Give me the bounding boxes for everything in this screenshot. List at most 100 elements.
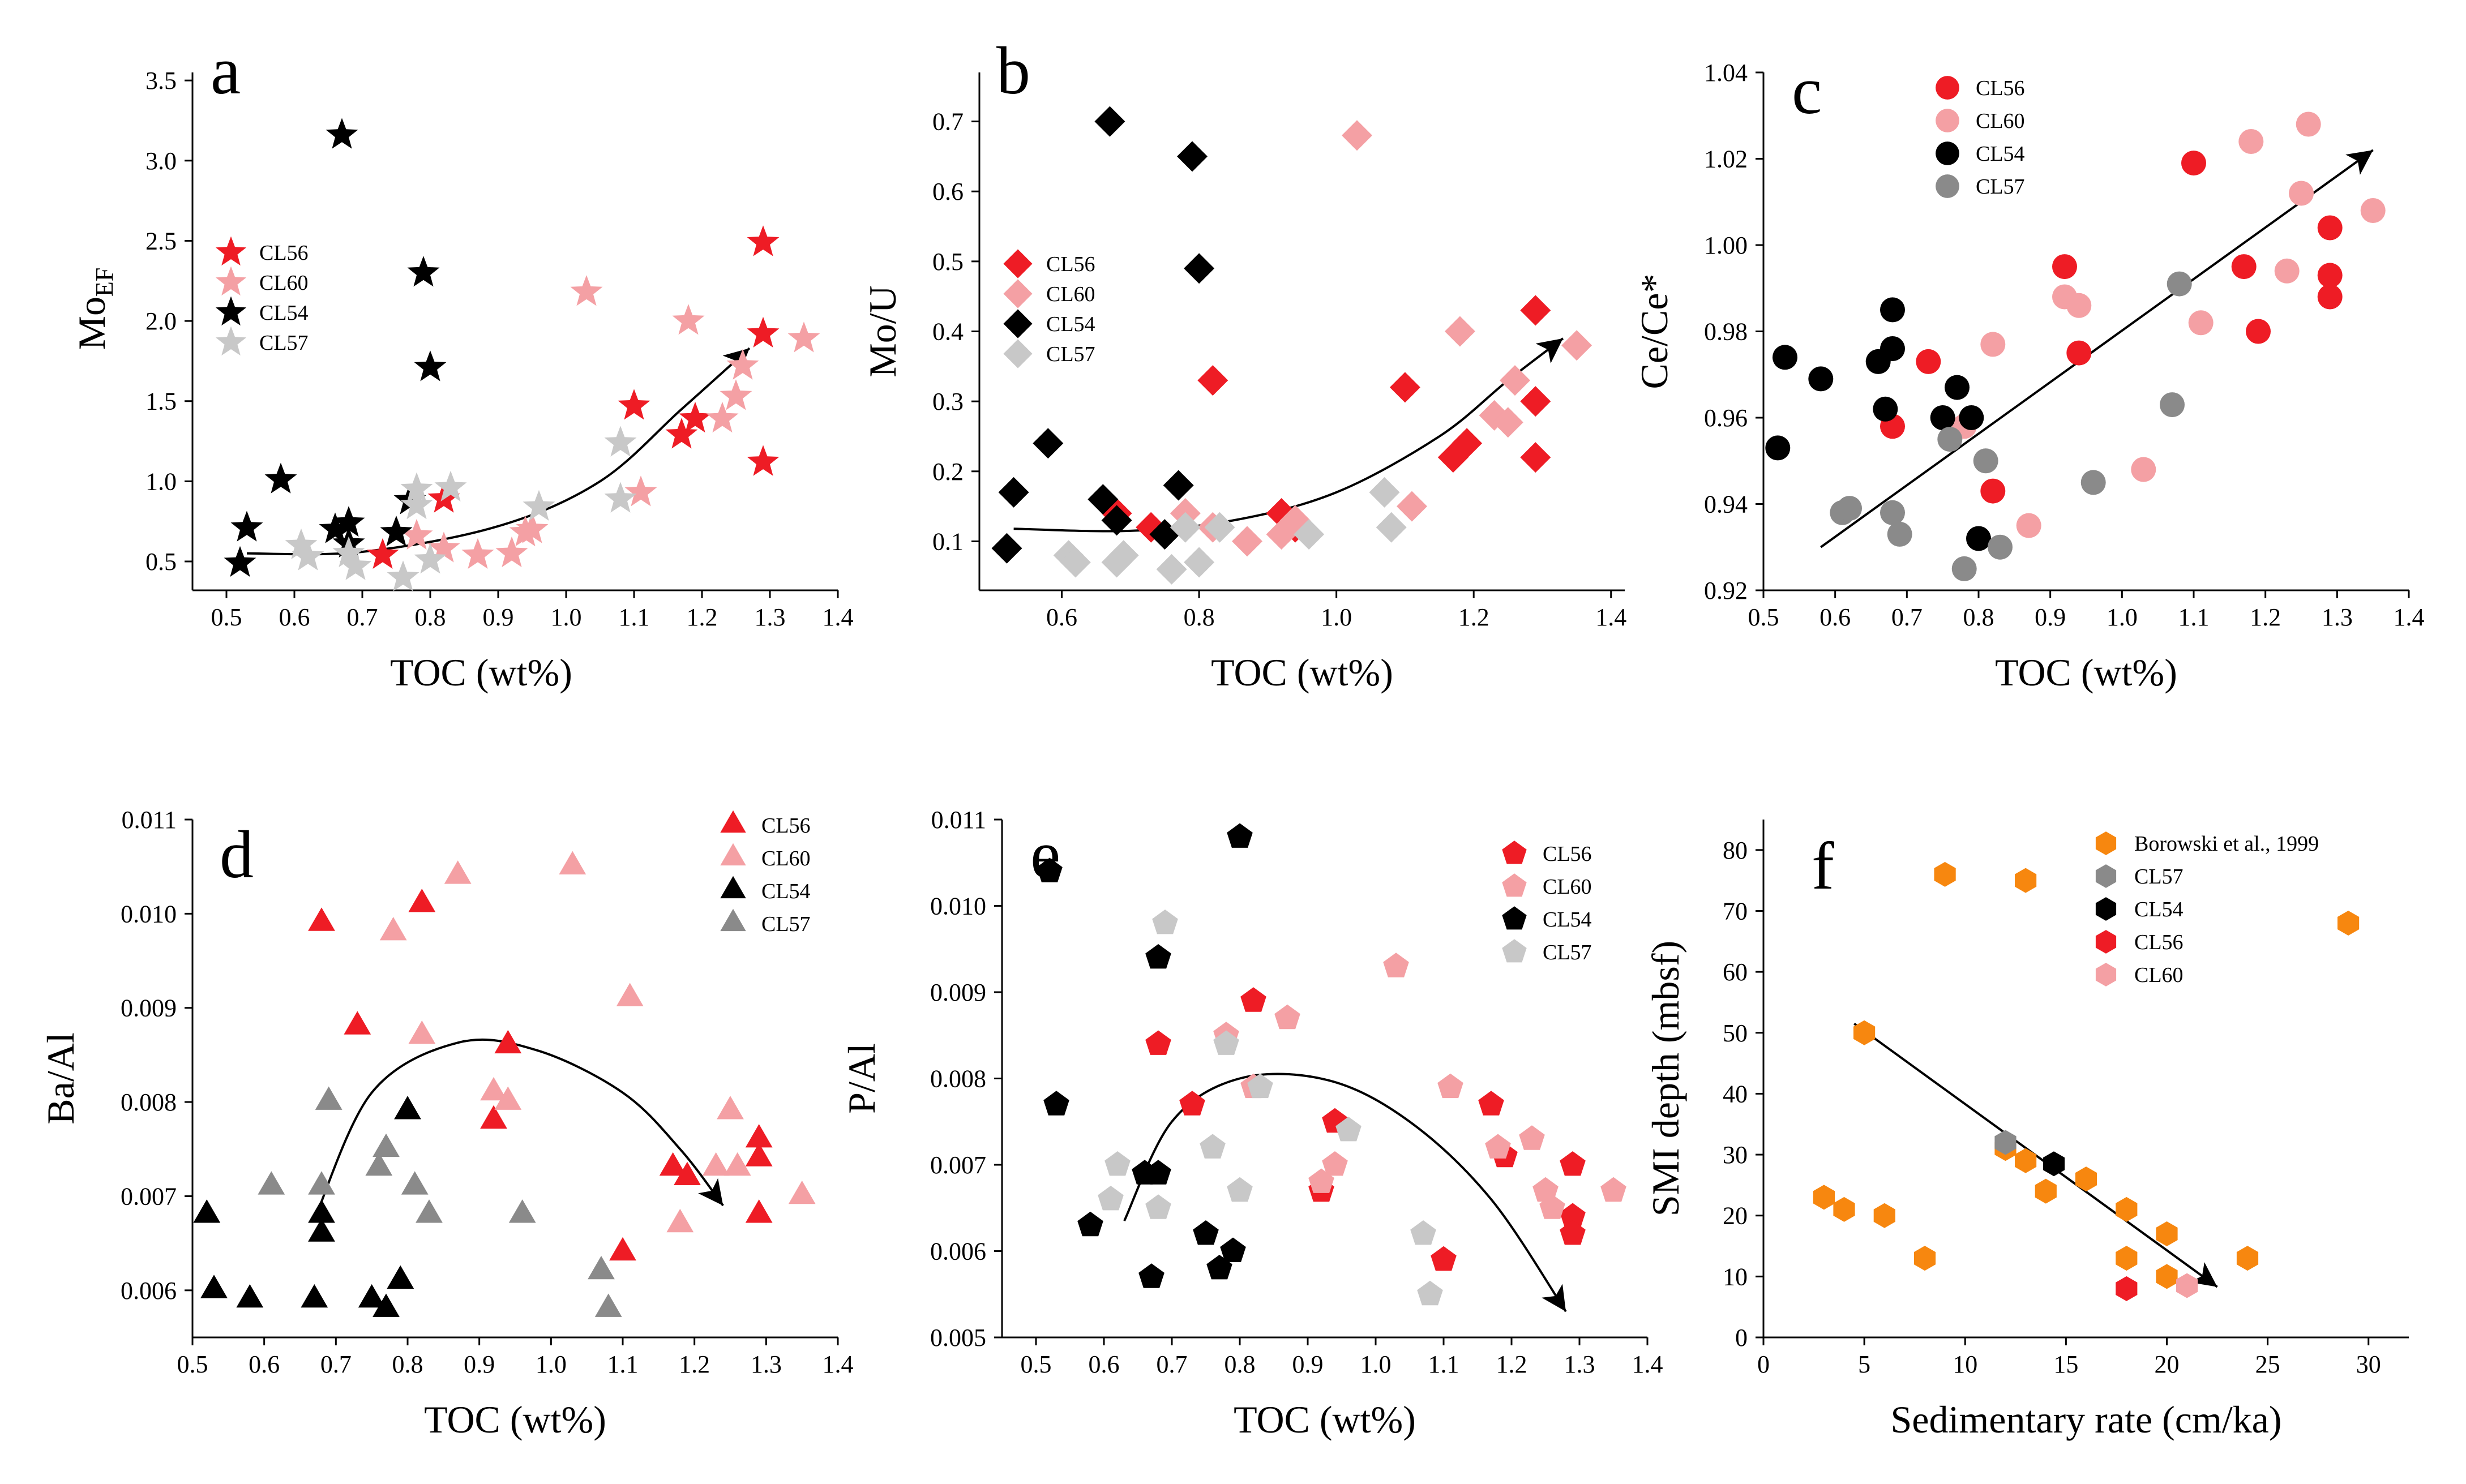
- data-point: [414, 543, 447, 574]
- y-tick-label: 1.04: [1704, 59, 1748, 87]
- x-tick-label: 0.8: [1963, 603, 1994, 631]
- data-point: [387, 560, 419, 591]
- y-tick-label: 0.5: [932, 248, 964, 276]
- data-point: [1179, 1091, 1205, 1116]
- x-tick-label: 0.8: [1184, 603, 1215, 631]
- series-cl56: [1880, 151, 2343, 504]
- y-tick-label: 0.92: [1704, 577, 1748, 604]
- legend-marker: [720, 843, 746, 866]
- x-tick-label: 25: [2255, 1350, 2280, 1378]
- x-tick-label: 1.1: [619, 603, 650, 631]
- data-point: [400, 518, 433, 550]
- data-point: [747, 316, 780, 348]
- legend: Borowski et al., 1999 CL57 CL54 CL56 CL60: [2095, 831, 2319, 987]
- legend-marker: [1936, 109, 1959, 132]
- data-point: [702, 1152, 730, 1176]
- data-point: [665, 418, 698, 449]
- x-axis-title: TOC (wt%): [1211, 651, 1393, 694]
- legend-marker: [1003, 279, 1033, 308]
- x-tick-label: 0.6: [1089, 1350, 1120, 1378]
- x-tick-label: 0.9: [1292, 1350, 1324, 1378]
- x-tick-label: 1.3: [1564, 1350, 1595, 1378]
- data-point: [1098, 1186, 1124, 1211]
- data-point: [1808, 366, 1834, 392]
- x-tick-label: 1.0: [551, 603, 582, 631]
- data-point: [2043, 1151, 2065, 1177]
- legend-label: CL60: [2134, 963, 2184, 987]
- data-point: [1138, 1263, 1164, 1288]
- data-point: [618, 389, 650, 420]
- legend-label: CL56: [2134, 930, 2184, 954]
- data-point: [387, 1265, 414, 1289]
- data-point: [1294, 519, 1325, 550]
- legend: CL56 CL60 CL54 CL57: [1502, 840, 1592, 964]
- data-point: [332, 506, 365, 537]
- data-point: [1887, 521, 1912, 547]
- x-tick-label: 0.8: [392, 1350, 423, 1378]
- series-cl60: [1951, 111, 2386, 538]
- data-point: [1930, 405, 1955, 430]
- x-tick-label: 1.0: [1321, 603, 1352, 631]
- data-point: [1916, 349, 1941, 374]
- x-tick-label: 1.4: [2394, 603, 2425, 631]
- series-cl57: [258, 1086, 622, 1317]
- data-point: [624, 475, 657, 507]
- data-point: [434, 470, 467, 501]
- data-point: [308, 1218, 335, 1242]
- data-point: [666, 1208, 694, 1233]
- legend-marker: [1936, 141, 1959, 165]
- x-tick-label: 1.1: [1428, 1350, 1459, 1378]
- data-point: [1177, 141, 1208, 172]
- x-tick-label: 0.9: [483, 603, 514, 631]
- data-point: [1335, 1117, 1362, 1142]
- legend-marker: [2095, 930, 2117, 954]
- data-point: [991, 533, 1022, 564]
- data-point: [1274, 1004, 1300, 1030]
- legend-marker: [215, 296, 247, 326]
- panel-letter: d: [220, 817, 254, 892]
- series-cl60: [379, 851, 816, 1233]
- data-point: [2080, 470, 2106, 495]
- data-point: [2337, 911, 2360, 936]
- trend-arrow: [246, 347, 751, 556]
- legend-label: CL57: [259, 331, 309, 355]
- legend-marker: [2095, 864, 2117, 888]
- data-point: [516, 512, 549, 543]
- data-point: [1980, 332, 2006, 357]
- x-tick-label: 0.7: [347, 603, 378, 631]
- legend-marker: [720, 810, 746, 833]
- data-point: [408, 889, 436, 912]
- trend-arrow: [1820, 149, 2374, 548]
- legend-label: CL54: [1976, 142, 2025, 166]
- x-tick-label: 0.6: [1819, 603, 1851, 631]
- data-point: [1813, 1185, 1835, 1210]
- data-point: [1966, 526, 1991, 551]
- data-point: [2066, 340, 2092, 366]
- legend-label: CL56: [761, 814, 811, 838]
- y-tick-label: 0.007: [121, 1182, 177, 1210]
- data-point: [285, 528, 318, 559]
- data-point: [1033, 428, 1064, 459]
- data-point: [747, 445, 780, 476]
- data-point: [1478, 1091, 1504, 1116]
- data-point: [1560, 1220, 1586, 1245]
- data-point: [332, 536, 365, 568]
- data-point: [427, 531, 460, 563]
- y-tick-label: 0.6: [932, 178, 964, 205]
- legend-marker: [1502, 939, 1527, 963]
- panel-letter: b: [996, 33, 1030, 108]
- x-tick-label: 1.3: [755, 603, 786, 631]
- data-point: [301, 1284, 328, 1308]
- data-point: [2176, 1273, 2198, 1298]
- data-point: [2131, 457, 2156, 482]
- x-tick-label: 0.9: [2035, 603, 2066, 631]
- data-point: [400, 488, 433, 520]
- y-axis-title: SMI depth (mbsf): [1644, 941, 1687, 1216]
- data-point: [1431, 1246, 1457, 1271]
- data-point: [1492, 407, 1523, 438]
- series-cl54: [1037, 823, 1253, 1288]
- legend-label: CL60: [259, 271, 309, 295]
- legend-marker: [1502, 840, 1527, 864]
- y-tick-label: 0.010: [930, 893, 986, 920]
